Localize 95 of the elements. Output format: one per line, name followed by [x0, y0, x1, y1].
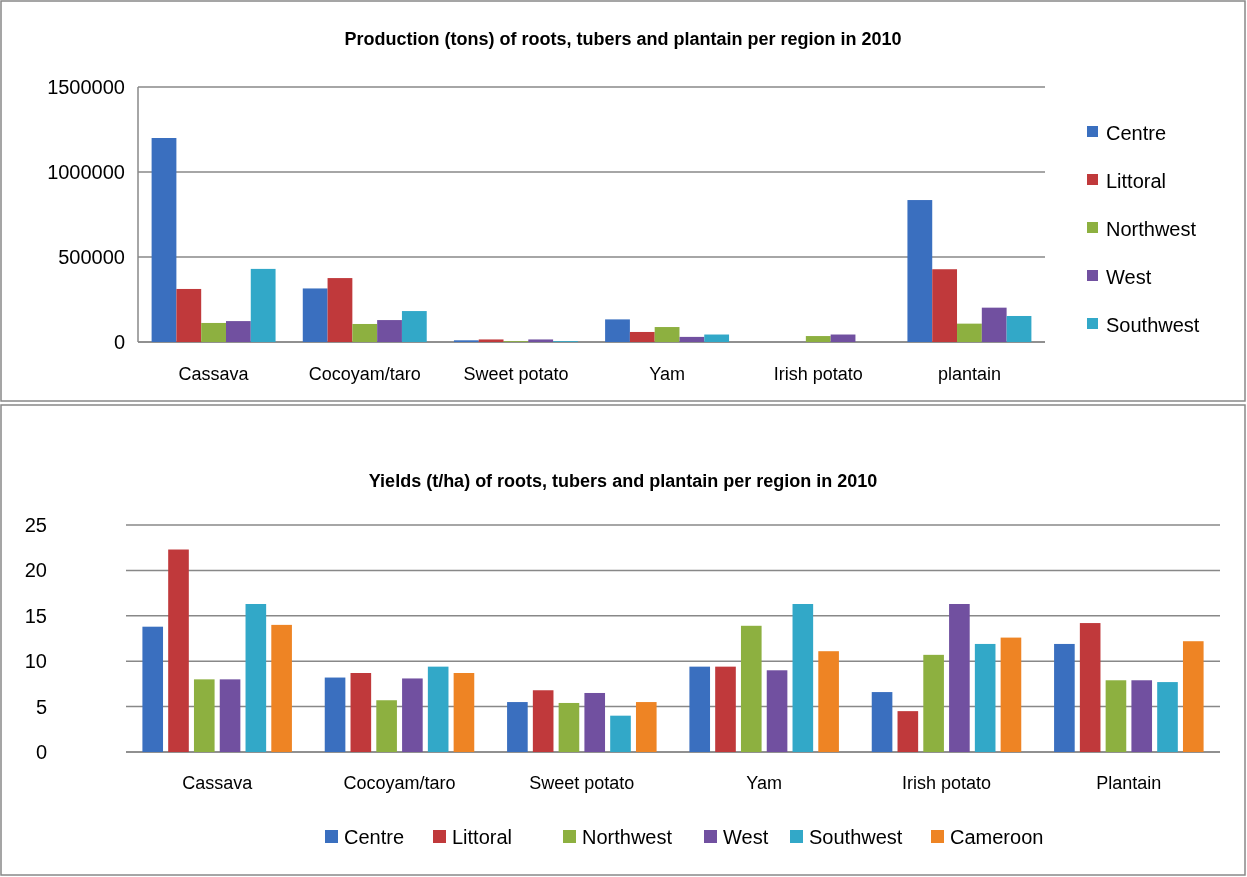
- bar: [1131, 680, 1153, 752]
- bar: [1000, 637, 1022, 752]
- x-tick-label: Sweet potato: [529, 773, 635, 793]
- bar: [151, 138, 177, 342]
- bar: [805, 336, 831, 342]
- bar: [453, 673, 475, 752]
- bar: [871, 692, 893, 752]
- legend-label: Centre: [1106, 122, 1167, 144]
- bar: [201, 322, 226, 342]
- bar: [377, 320, 402, 342]
- x-tick-label: Yam: [649, 364, 685, 384]
- y-tick-label: 20: [24, 559, 47, 582]
- bar: [957, 323, 982, 342]
- x-tick-label: plantain: [937, 364, 1001, 384]
- legend-label: Littoral: [1106, 170, 1167, 192]
- bar: [1006, 315, 1032, 342]
- x-tick-label: Cassava: [182, 773, 254, 793]
- bar: [401, 311, 427, 342]
- y-tick-label: 0: [35, 741, 47, 763]
- bar: [715, 666, 736, 752]
- bar: [610, 715, 631, 752]
- bar: [507, 702, 528, 752]
- x-tick-label: Yam: [746, 773, 783, 793]
- bar: [324, 677, 346, 752]
- bar: [250, 268, 276, 342]
- bar: [245, 604, 267, 752]
- y-tick-label: 1500000: [47, 76, 125, 98]
- chart-title: Production (tons) of roots, tubers and plantain per region in 2010: [344, 29, 902, 49]
- bar: [532, 690, 554, 752]
- bar: [689, 666, 711, 752]
- bar: [932, 269, 958, 342]
- legend-label: Centre: [344, 826, 405, 848]
- bar: [1079, 623, 1101, 752]
- x-tick-label: Cocoyam/taro: [343, 773, 456, 793]
- legend-label: Northwest: [582, 826, 673, 848]
- bar: [949, 604, 970, 752]
- y-tick-label: 25: [24, 514, 47, 536]
- legend-label: Cameroon: [950, 826, 1044, 848]
- x-tick-label: Cassava: [178, 364, 250, 384]
- bar: [271, 624, 292, 752]
- bar: [352, 323, 378, 342]
- legend-label: Littoral: [452, 826, 513, 848]
- y-tick-label: 0: [113, 331, 125, 353]
- bar: [558, 702, 580, 752]
- bar: [584, 692, 606, 752]
- bar: [350, 673, 372, 752]
- bar: [168, 549, 189, 752]
- y-tick-label: 1000000: [47, 161, 125, 183]
- bar: [1105, 680, 1127, 752]
- bar: [766, 670, 788, 752]
- bar: [225, 321, 251, 342]
- bar: [478, 339, 504, 342]
- bar: [704, 334, 730, 342]
- x-tick-label: Cocoyam/taro: [308, 364, 421, 384]
- bar: [981, 307, 1007, 342]
- bar: [302, 288, 328, 342]
- chart-title: Yields (t/ha) of roots, tubers and plantain per region in 2010: [368, 471, 878, 491]
- bar: [629, 331, 655, 342]
- legend-label: West: [1106, 266, 1152, 288]
- bar: [193, 679, 215, 752]
- legend-label: Southwest: [1106, 314, 1200, 336]
- bar: [376, 700, 397, 752]
- legend-label: Southwest: [809, 826, 903, 848]
- bar: [679, 336, 705, 342]
- bar: [176, 288, 202, 342]
- y-tick-label: 5: [35, 695, 47, 718]
- x-tick-label: Plantain: [1096, 773, 1162, 793]
- bar: [740, 625, 762, 752]
- bar: [1157, 682, 1178, 752]
- y-tick-label: 500000: [58, 246, 125, 268]
- y-tick-label: 10: [24, 650, 47, 673]
- bar: [528, 339, 554, 342]
- bar: [327, 278, 353, 342]
- bar: [1054, 643, 1075, 752]
- bar: [1182, 641, 1204, 752]
- bar: [654, 327, 680, 342]
- bar: [907, 200, 933, 342]
- bar: [830, 334, 856, 342]
- y-tick-label: 15: [24, 604, 47, 627]
- bar: [897, 711, 919, 752]
- legend-label: Northwest: [1106, 218, 1197, 240]
- bar: [818, 651, 839, 752]
- bar: [219, 679, 241, 752]
- x-tick-label: Irish potato: [901, 773, 992, 793]
- bar: [974, 643, 996, 752]
- x-tick-label: Sweet potato: [463, 364, 569, 384]
- bar: [605, 319, 630, 342]
- legend-label: West: [723, 826, 769, 848]
- bar: [635, 702, 657, 752]
- bar: [792, 604, 814, 752]
- bar: [402, 678, 423, 752]
- bar: [923, 654, 944, 752]
- x-tick-label: Irish potato: [773, 364, 863, 384]
- bar: [427, 666, 449, 752]
- bar: [142, 626, 164, 752]
